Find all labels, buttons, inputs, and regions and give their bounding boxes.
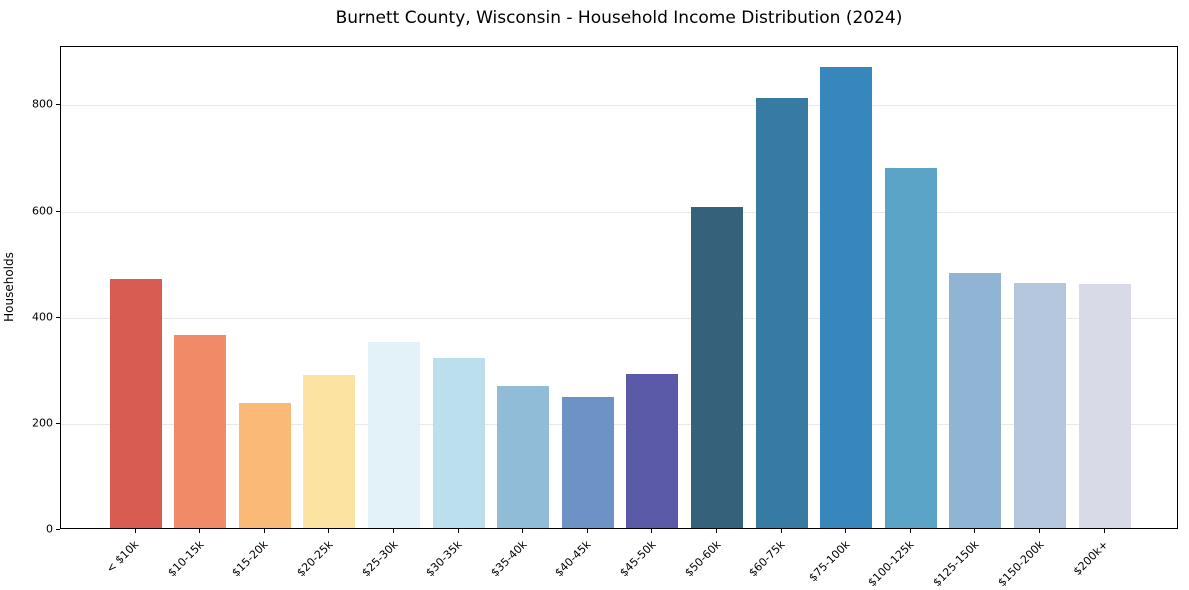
x-tick-7 — [586, 529, 588, 533]
x-tick-2 — [263, 529, 265, 533]
x-tick-10 — [780, 529, 782, 533]
x-tick-label-3: $20-25k — [294, 538, 336, 580]
x-tick-8 — [651, 529, 653, 533]
x-tick-9 — [715, 529, 717, 533]
y-tick-0 — [56, 529, 60, 530]
x-tick-label-6: $35-40k — [488, 538, 530, 580]
x-tick-6 — [522, 529, 524, 533]
x-tick-label-8: $45-50k — [617, 538, 659, 580]
gridline-600 — [61, 211, 1177, 213]
x-tick-3 — [328, 529, 330, 533]
y-tick-label-200: 200 — [32, 416, 53, 430]
bar--60-75k — [755, 98, 808, 528]
bar--200k+ — [1078, 284, 1131, 528]
bar--30-35k — [432, 358, 485, 528]
bar--45-50k — [626, 374, 679, 528]
bar--10-15k — [174, 334, 227, 528]
y-tick-600 — [56, 210, 60, 212]
bar--75-100k — [820, 67, 873, 528]
x-tick-label-5: $30-35k — [423, 538, 465, 580]
x-tick-11 — [845, 529, 847, 533]
x-tick-label-9: $50-60k — [681, 538, 724, 580]
bar--150-200k — [1013, 283, 1066, 528]
x-tick-1 — [199, 529, 201, 533]
x-tick-label-4: $25-30k — [358, 538, 401, 580]
x-tick-label-15: $200k+ — [1070, 538, 1111, 579]
y-tick-label-0: 0 — [46, 522, 53, 536]
x-tick-label-14: $150-200k — [994, 538, 1047, 590]
bar--10k — [109, 278, 162, 528]
gridline-200 — [61, 423, 1177, 425]
bar--20-25k — [303, 375, 356, 528]
bar--25-30k — [367, 342, 420, 528]
bar--50-60k — [690, 206, 743, 528]
x-tick-0 — [134, 529, 136, 533]
bar--15-20k — [238, 402, 291, 528]
y-tick-400 — [56, 316, 60, 318]
y-tick-label-600: 600 — [32, 204, 53, 218]
bar--40-45k — [561, 396, 614, 528]
x-tick-label-12: $100-125k — [865, 538, 917, 590]
x-tick-13 — [974, 529, 976, 533]
x-tick-14 — [1038, 529, 1040, 533]
y-tick-label-400: 400 — [32, 310, 53, 324]
bar--125-150k — [949, 272, 1002, 528]
x-tick-label-11: $75-100k — [806, 538, 853, 585]
plot-area — [60, 46, 1178, 529]
gridline-400 — [61, 317, 1177, 319]
bar--100-125k — [884, 168, 937, 528]
y-tick-200 — [56, 422, 60, 424]
x-tick-5 — [457, 529, 459, 533]
bar--35-40k — [497, 386, 550, 528]
x-tick-label-0: < $10k — [104, 538, 142, 576]
x-tick-label-10: $60-75k — [746, 538, 788, 580]
x-tick-12 — [909, 529, 911, 533]
x-tick-label-13: $125-150k — [930, 538, 982, 590]
y-tick-800 — [56, 104, 60, 106]
x-tick-label-7: $40-45k — [552, 538, 594, 580]
x-tick-4 — [392, 529, 394, 533]
x-tick-label-2: $15-20k — [229, 538, 271, 580]
x-tick-label-1: $10-15k — [165, 538, 207, 580]
x-tick-15 — [1103, 529, 1105, 533]
chart-title: Burnett County, Wisconsin - Household In… — [335, 8, 903, 28]
gridline-800 — [61, 105, 1177, 107]
y-tick-label-800: 800 — [32, 97, 53, 111]
